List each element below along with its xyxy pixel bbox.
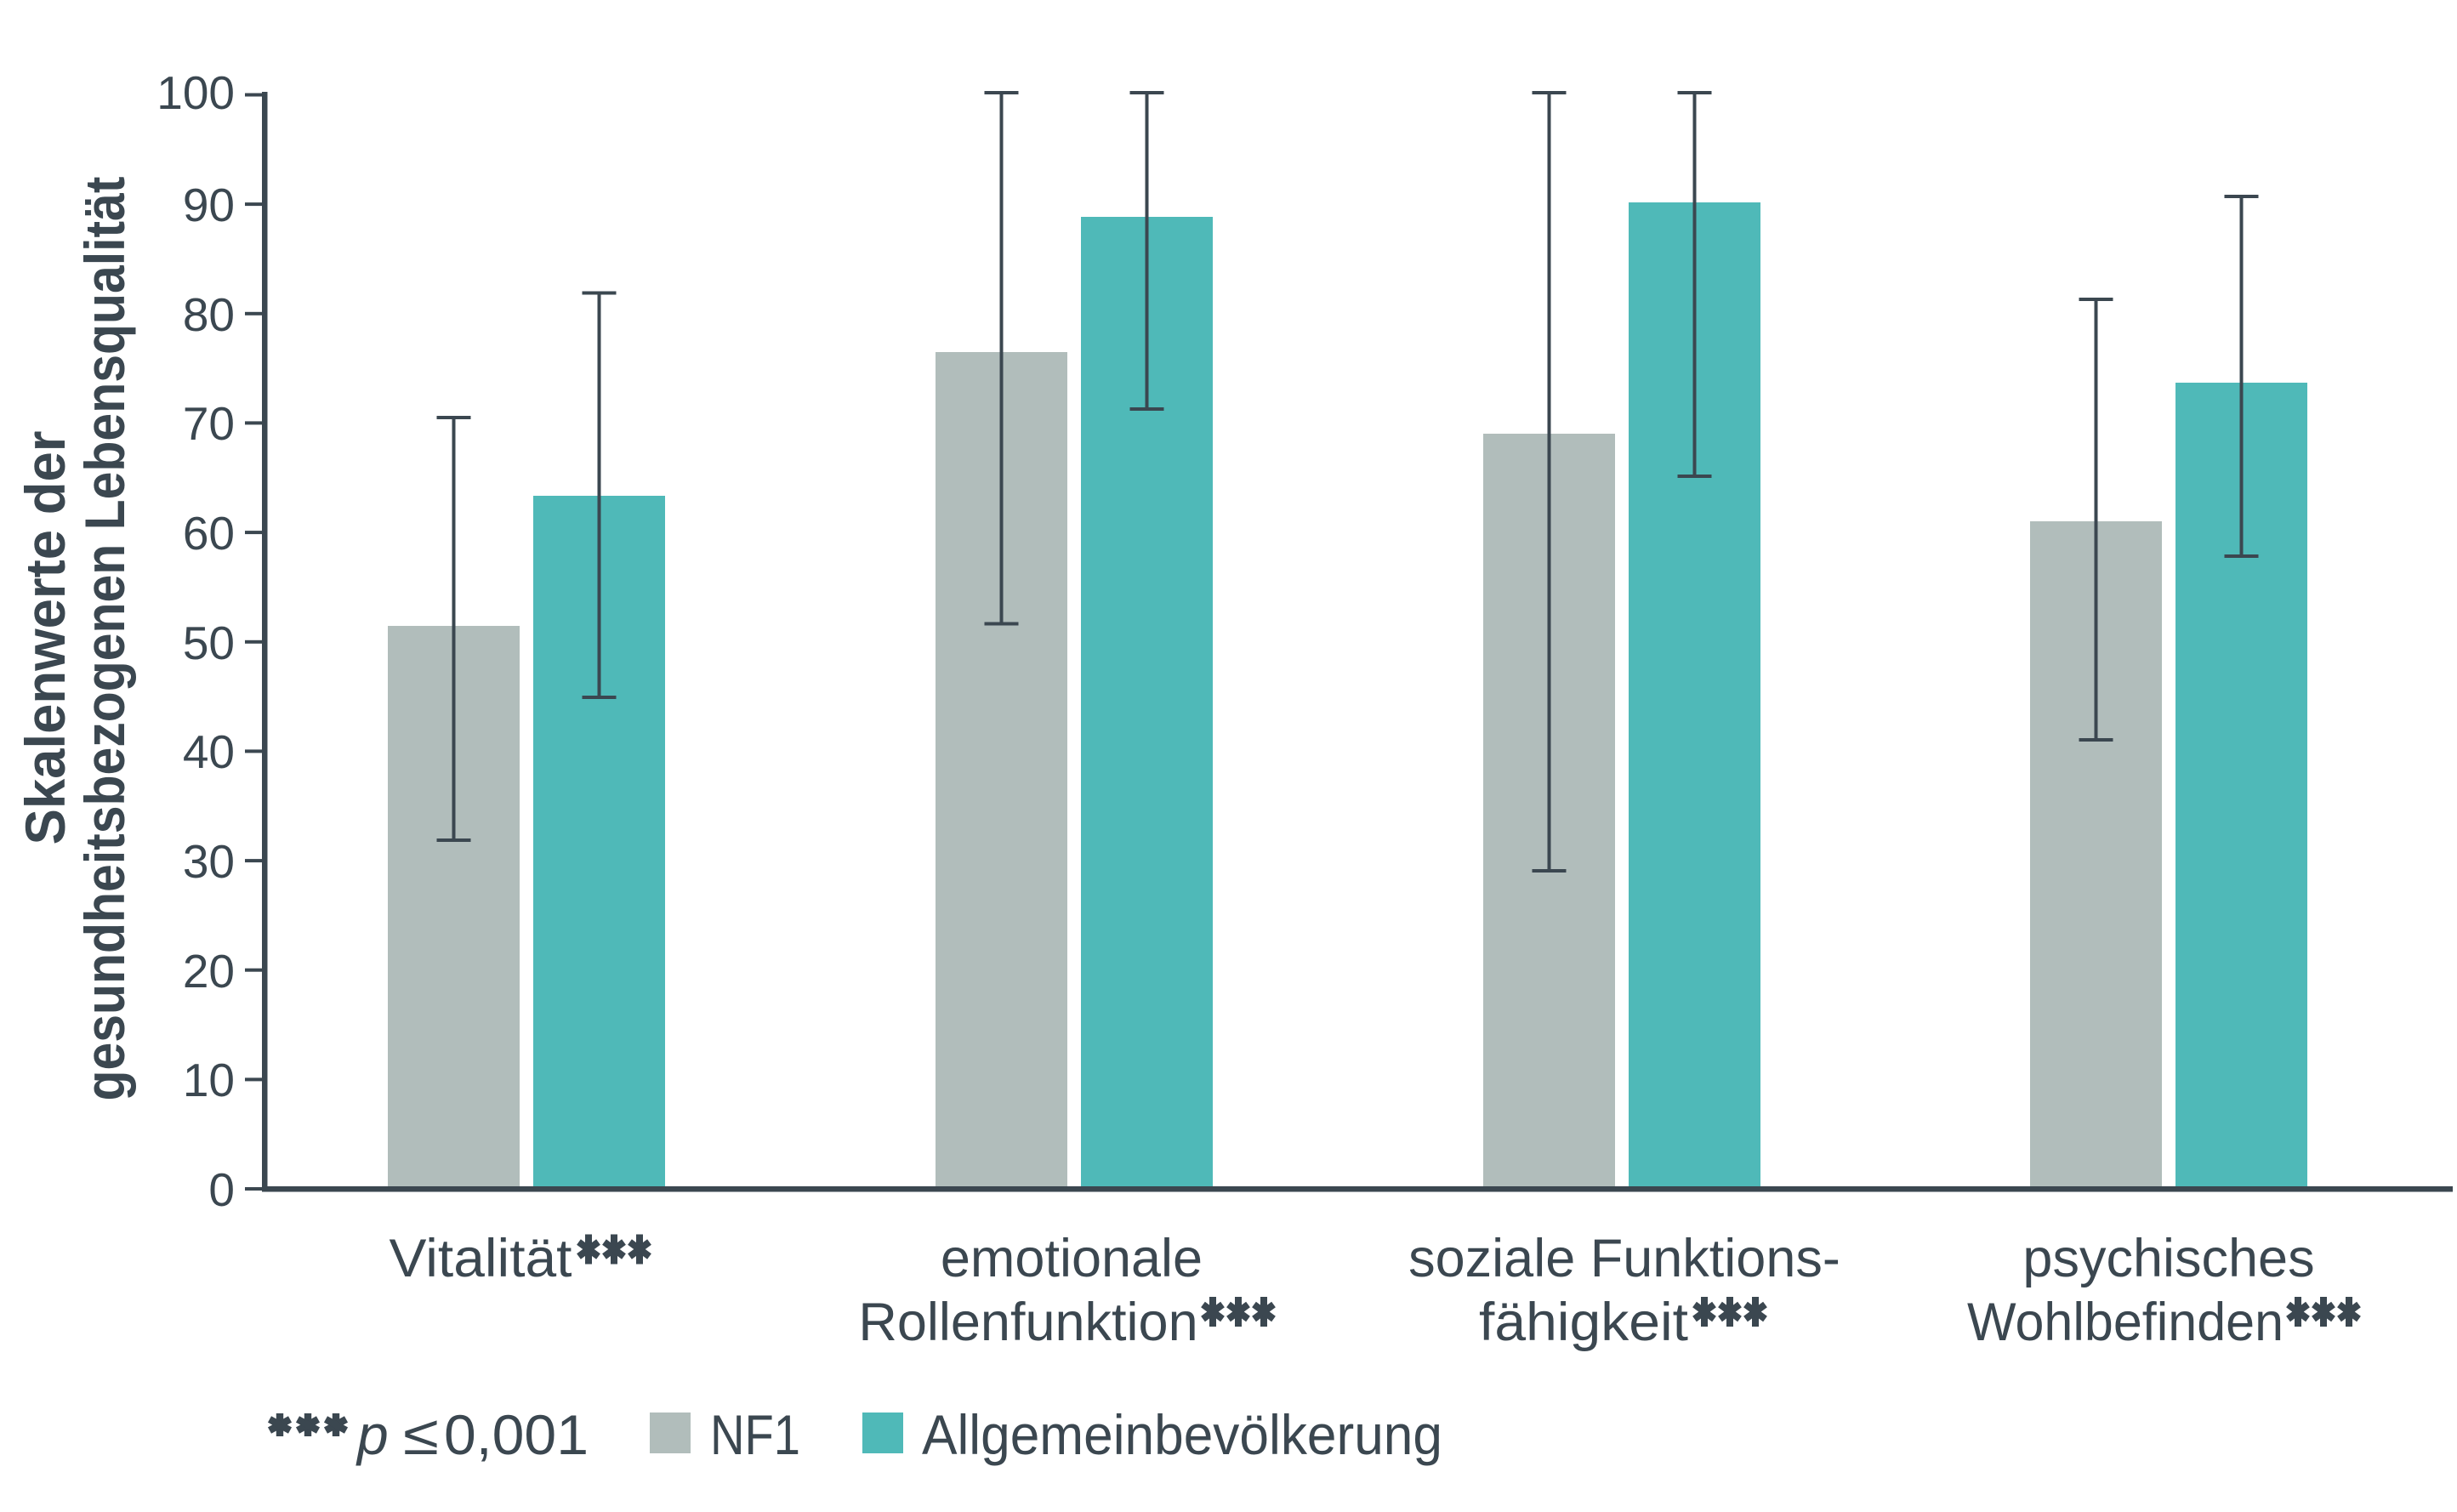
svg-text:50: 50 xyxy=(183,617,235,669)
svg-text:emotionale: emotionale xyxy=(941,1229,1203,1288)
svg-text:0: 0 xyxy=(208,1163,235,1216)
svg-text:80: 80 xyxy=(183,288,235,341)
svg-text:p: p xyxy=(355,1403,389,1466)
svg-text:psychisches: psychisches xyxy=(2022,1229,2314,1288)
svg-text:0,001: 0,001 xyxy=(444,1403,589,1466)
svg-text:Vitalität: Vitalität xyxy=(390,1229,573,1288)
svg-text:20: 20 xyxy=(183,945,235,998)
svg-text:Allgemeinbevölkerung: Allgemeinbevölkerung xyxy=(922,1403,1442,1466)
svg-text:soziale Funktions-: soziale Funktions- xyxy=(1408,1229,1840,1288)
svg-text:30: 30 xyxy=(183,835,235,888)
svg-text:gesundheitsbezogenen Lebensqua: gesundheitsbezogenen Lebensqualität xyxy=(73,176,136,1100)
svg-text:100: 100 xyxy=(156,66,235,119)
svg-text:10: 10 xyxy=(183,1054,235,1106)
svg-text:Rollenfunktion: Rollenfunktion xyxy=(858,1293,1197,1352)
svg-text:40: 40 xyxy=(183,725,235,778)
svg-text:70: 70 xyxy=(183,397,235,450)
svg-text:fähigkeit: fähigkeit xyxy=(1479,1293,1689,1352)
svg-text:Skalenwerte der: Skalenwerte der xyxy=(14,431,77,845)
svg-text:≤: ≤ xyxy=(403,1403,439,1466)
svg-text:Wohlbefinden: Wohlbefinden xyxy=(1967,1293,2284,1352)
svg-text:90: 90 xyxy=(183,179,235,231)
svg-text:60: 60 xyxy=(183,507,235,560)
svg-text:NF1: NF1 xyxy=(710,1403,800,1466)
